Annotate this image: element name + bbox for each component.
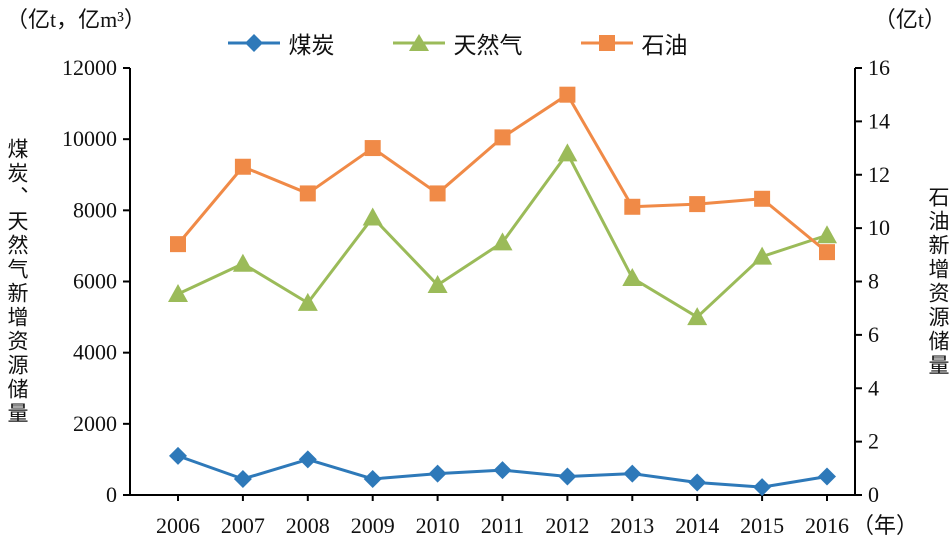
data-point-diamond: [753, 478, 772, 497]
data-point-square: [170, 236, 186, 253]
x-axis-tick-label: 2012: [545, 513, 589, 538]
data-point-diamond: [363, 469, 382, 488]
left-axis-tick-label: 6000: [73, 269, 117, 294]
legend: 煤炭 天然气 石油: [95, 26, 820, 60]
data-point-triangle: [687, 307, 708, 326]
coal-diamond-marker-icon: [227, 34, 280, 52]
data-point-triangle: [622, 267, 643, 286]
left-axis-title: 煤炭、天然气新增资源储量: [5, 137, 29, 426]
data-point-square: [624, 198, 641, 215]
legend-label-coal: 煤炭: [288, 33, 335, 58]
data-point-square: [754, 190, 771, 207]
right-axis-tick-label: 16: [868, 55, 890, 80]
left-axis-tick-label: 4000: [73, 340, 117, 365]
legend-item-oil: 石油: [580, 26, 688, 60]
data-point-triangle: [752, 246, 773, 265]
data-point-square: [494, 129, 511, 146]
right-axis-tick-label: 14: [868, 108, 890, 133]
x-axis-tick-label: 2013: [610, 513, 654, 538]
data-point-diamond: [428, 464, 447, 483]
left-axis-unit: （亿t，亿m³）: [6, 7, 146, 32]
data-point-diamond: [298, 450, 317, 469]
x-axis-tick-label: 2007: [221, 513, 265, 538]
x-axis-tick-label: 2008: [286, 513, 330, 538]
left-axis-tick-label: 12000: [62, 55, 117, 80]
data-point-diamond: [493, 461, 512, 480]
x-axis-tick-label: 2015: [740, 513, 784, 538]
right-axis-tick-label: 2: [868, 429, 879, 454]
data-point-diamond: [169, 446, 187, 465]
data-point-diamond: [558, 467, 577, 486]
data-point-square: [819, 244, 835, 261]
data-point-square: [234, 158, 251, 175]
data-point-square: [559, 86, 576, 103]
left-axis-tick-label: 2000: [73, 411, 117, 436]
data-point-triangle: [492, 232, 513, 251]
data-point-triangle: [817, 225, 837, 244]
x-axis-tick-label: 2014: [675, 513, 719, 538]
x-axis-tick-label: 2010: [416, 513, 460, 538]
legend-label-oil: 石油: [641, 33, 688, 58]
series-line-square: [176, 93, 828, 254]
right-axis-tick-label: 8: [868, 269, 879, 294]
data-point-triangle: [168, 283, 188, 302]
legend-label-gas: 天然气: [453, 33, 523, 58]
right-axis-tick-label: 12: [868, 162, 890, 187]
x-axis-tick-label: 2016: [805, 513, 849, 538]
right-axis-unit: （亿t）: [873, 7, 946, 32]
data-point-triangle: [362, 207, 383, 226]
data-point-diamond: [623, 464, 642, 483]
right-axis-tick-label: 4: [868, 375, 879, 400]
data-point-triangle: [557, 143, 578, 162]
data-point-triangle: [297, 292, 318, 311]
data-point-diamond: [688, 473, 707, 492]
left-axis-tick-label: 10000: [62, 126, 117, 151]
legend-item-coal: 煤炭: [227, 26, 335, 60]
data-point-diamond: [233, 469, 252, 488]
data-point-triangle: [232, 253, 253, 272]
oil-square-marker-icon: [580, 35, 633, 51]
x-axis-unit-label: （年）: [852, 513, 918, 538]
data-point-diamond: [818, 467, 836, 486]
data-point-square: [364, 140, 381, 157]
right-axis-tick-label: 6: [868, 322, 879, 347]
data-point-square: [689, 196, 706, 213]
right-axis-title: 石油新增资源储量: [926, 185, 950, 378]
data-point-square: [299, 185, 316, 202]
gas-triangle-marker-icon: [392, 34, 445, 51]
data-point-square: [429, 185, 446, 202]
data-point-triangle: [427, 275, 448, 294]
right-axis-tick-label: 10: [868, 215, 890, 240]
left-axis-tick-label: 8000: [73, 197, 117, 222]
x-axis-tick-label: 2011: [481, 513, 524, 538]
x-axis-tick-label: 2009: [351, 513, 395, 538]
x-axis-tick-label: 2006: [156, 513, 200, 538]
legend-item-gas: 天然气: [392, 26, 523, 60]
right-axis-tick-label: 0: [868, 482, 879, 507]
left-axis-tick-label: 0: [106, 482, 117, 507]
